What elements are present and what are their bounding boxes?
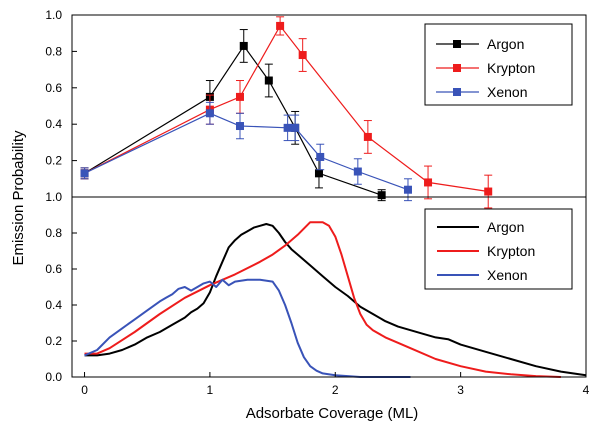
legend-marker-argon	[453, 40, 461, 48]
data-point-xenon-4	[291, 123, 300, 132]
top-series-line-argon	[84, 44, 382, 196]
data-point-xenon-0	[80, 169, 89, 178]
top-series-line-xenon	[84, 112, 409, 191]
data-point-argon-6	[377, 191, 386, 200]
data-point-argon-3	[264, 76, 273, 85]
bottom-y-tick-label: 0.6	[45, 262, 62, 276]
bottom-y-ticks: 0.0 0.2 0.4 0.6 0.8	[45, 226, 77, 384]
data-point-xenon-3	[283, 123, 292, 132]
data-point-xenon-6	[353, 167, 362, 176]
top-y-ticks: 0.2 0.4 0.6 0.8	[45, 44, 77, 168]
top-legend: Argon Krypton Xenon	[424, 23, 573, 106]
bottom-y-tick-label: 0.8	[45, 226, 62, 240]
bottom-panel-frame	[71, 196, 587, 378]
x-tick-label: 3	[457, 383, 464, 397]
bottom-x-ticks: 0 1 2 3 4	[81, 372, 590, 397]
data-point-xenon-2	[235, 122, 244, 131]
legend-marker-xenon	[453, 88, 461, 96]
bottom-y-tick-label: 0.0	[45, 370, 62, 384]
top-legend-box	[424, 23, 573, 106]
bottom-plot-area	[84, 221, 587, 378]
data-point-argon-5	[314, 169, 323, 178]
data-point-argon-2	[239, 41, 248, 50]
y-axis-title: Emission Probability	[10, 130, 27, 266]
top-y-tick-label: 0.4	[45, 117, 62, 131]
x-axis-title: Adsorbate Coverage (ML)	[246, 405, 419, 422]
data-point-krypton-4	[298, 51, 307, 60]
bottom-panel: 0.0 0.2 0.4 0.6 0.8 0 1 2 3 4 Argon Krypton Xenon	[45, 196, 590, 397]
bottom-series-line-argon	[84, 223, 587, 377]
top-plot-area	[80, 16, 493, 209]
bottom-series-line-xenon	[84, 278, 411, 378]
bottom-y-tick-label: 0.2	[45, 334, 62, 348]
legend-marker-krypton	[453, 64, 461, 72]
top-series-line-krypton	[84, 24, 489, 193]
data-point-krypton-7	[484, 187, 493, 196]
legend-label-krypton: Krypton	[487, 60, 535, 76]
top-y-tick-label: 0.8	[45, 44, 62, 58]
data-point-krypton-2	[235, 92, 244, 101]
top-panel: 0.2 0.4 0.6 0.8 1.0 1.0 Argon Krypton Xenon	[45, 8, 587, 209]
x-tick-label: 4	[583, 383, 590, 397]
x-tick-label: 2	[332, 383, 339, 397]
x-tick-label: 0	[81, 383, 88, 397]
x-tick-label: 1	[207, 383, 214, 397]
top-y-tick-label: 0.2	[45, 154, 62, 168]
data-point-krypton-5	[363, 132, 372, 141]
data-point-krypton-3	[276, 21, 285, 30]
data-point-xenon-7	[403, 185, 412, 194]
legend-label-argon: Argon	[487, 36, 524, 52]
legend-label-xenon: Xenon	[487, 267, 527, 283]
legend-label-xenon: Xenon	[487, 84, 527, 100]
data-point-krypton-6	[424, 178, 433, 187]
top-y-axis-top-label: 1.0	[45, 8, 62, 22]
top-y-axis-bottom-label: 1.0	[45, 190, 62, 204]
legend-label-krypton: Krypton	[487, 243, 535, 259]
legend-label-argon: Argon	[487, 219, 524, 235]
bottom-legend: Argon Krypton Xenon	[424, 208, 573, 290]
data-point-xenon-1	[205, 109, 214, 118]
data-point-xenon-5	[316, 152, 325, 161]
bottom-series-line-krypton	[84, 221, 561, 378]
bottom-y-tick-label: 0.4	[45, 298, 62, 312]
top-y-tick-label: 0.6	[45, 81, 62, 95]
